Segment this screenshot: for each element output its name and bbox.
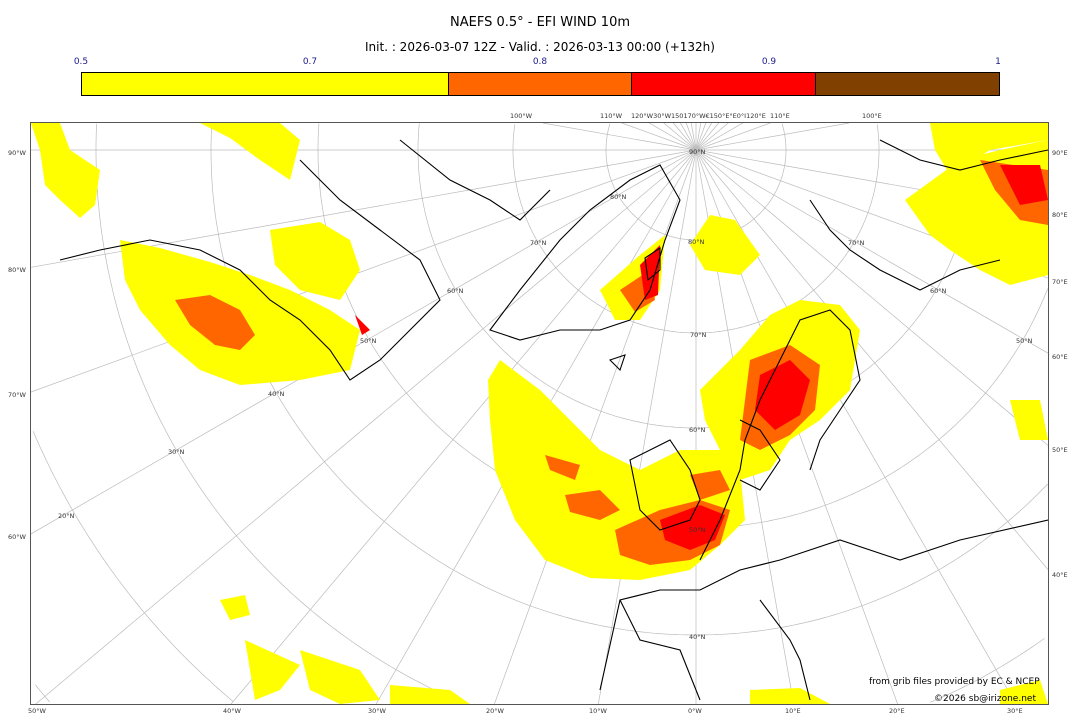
meridian-line — [685, 123, 697, 151]
latitude-circle — [512, 124, 880, 334]
latitude-circle — [35, 684, 50, 703]
bottom-axis-label: 20°E — [889, 707, 905, 715]
latitude-label: 50°N — [1016, 337, 1033, 345]
latitude-circle — [210, 124, 1048, 636]
map-canvas — [31, 123, 1048, 704]
copyright: ©2026 sb@irizone.net — [934, 694, 1036, 704]
colorbar — [81, 72, 1000, 96]
top-axis-label: 120°W30°W150170°W€150°E°E0°I120°E — [631, 112, 766, 120]
latitude-label: 20°N — [58, 512, 75, 520]
latitude-label: 40°N — [268, 390, 285, 398]
coastlines — [59, 139, 1048, 701]
meridian-line — [663, 123, 697, 151]
top-axis-label: 110°E — [770, 112, 790, 120]
bottom-axis-label: 50°W — [28, 707, 46, 715]
top-axis-label: 100°W — [510, 112, 533, 120]
latitude-label: 80°N — [610, 193, 627, 201]
meridian-line — [673, 123, 697, 151]
meridian-line — [695, 123, 707, 151]
map-panel: 90°N 80°N 80°N 70°N 70°N 70°N 60°N 60°N 60°N 50°N… — [30, 122, 1049, 705]
meridian-line — [695, 123, 729, 151]
efi-red-areas — [355, 165, 1048, 550]
colorbar-bin — [815, 73, 1000, 95]
meridian-line — [230, 149, 697, 704]
meridian-line — [597, 149, 697, 704]
right-axis-label: 80°E — [1052, 211, 1068, 219]
meridian-line — [690, 123, 697, 151]
chart-title: NAEFS 0.5° - EFI WIND 10m — [449, 15, 630, 30]
top-axis-label: 110°W — [600, 112, 623, 120]
meridian-line — [695, 149, 1048, 446]
latitude-circle — [95, 123, 1045, 703]
colorbar-bin — [82, 73, 449, 95]
colorbar-tick: 0.7 — [302, 57, 318, 67]
colorbar-bin — [448, 73, 633, 95]
latitude-label: 60°N — [930, 287, 947, 295]
meridian-line — [695, 123, 712, 151]
colorbar-tick: 0.8 — [532, 57, 548, 67]
right-axis-label: 40°E — [1052, 571, 1068, 579]
latitude-label: 60°N — [447, 287, 464, 295]
left-axis-label: 80°W — [8, 266, 26, 274]
meridian-line — [695, 123, 719, 151]
meridian-line — [621, 123, 697, 151]
latitude-label: 60°N — [689, 426, 706, 434]
meridian-line — [695, 123, 850, 151]
meridian-line — [695, 123, 743, 151]
right-axis-label: 50°E — [1052, 446, 1068, 454]
meridian-line — [695, 123, 702, 151]
right-axis-label: 70°E — [1052, 278, 1068, 286]
right-axis-label: 90°E — [1052, 149, 1068, 157]
latitude-label: 80°N — [688, 238, 705, 246]
meridian-line — [695, 149, 1048, 570]
meridian-line — [542, 123, 697, 151]
bottom-axis-label: 30°E — [1007, 707, 1023, 715]
bottom-axis-label: 10°W — [589, 707, 607, 715]
colorbar-tick: 0.5 — [73, 57, 89, 67]
meridian-line — [695, 123, 771, 151]
latitude-label: 30°N — [168, 448, 185, 456]
meridian-line — [649, 123, 697, 151]
left-axis-label: 60°W — [8, 533, 26, 541]
latitude-label: 70°N — [690, 331, 707, 339]
latitude-circle — [32, 431, 234, 702]
colorbar-tick: 0.9 — [761, 57, 777, 67]
bottom-axis-label: 20°W — [486, 707, 504, 715]
latitude-label: 50°N — [689, 526, 706, 534]
meridian-line — [31, 149, 697, 393]
meridian-line — [31, 149, 697, 535]
chart-subtitle: Init. : 2026-03-07 12Z - Valid. : 2026-0… — [365, 40, 715, 54]
colorbar-tick: 1 — [995, 57, 1001, 67]
right-axis-label: 60°E — [1052, 353, 1068, 361]
efi-yellow-areas — [31, 123, 1048, 704]
meridian-line — [680, 123, 697, 151]
bottom-axis-label: 30°W — [368, 707, 386, 715]
left-axis-label: 70°W — [8, 391, 26, 399]
latitude-label: 70°N — [848, 239, 865, 247]
data-credit: from grib files provided by EC & NCEP — [869, 677, 1040, 687]
left-axis-label: 90°W — [8, 149, 26, 157]
bottom-axis-label: 0°W — [688, 707, 702, 715]
latitude-label: 70°N — [530, 239, 547, 247]
meridian-line — [695, 149, 1048, 354]
latitude-label: 90°N — [689, 148, 706, 156]
colorbar-bin — [632, 73, 816, 95]
meridian-line — [35, 149, 697, 704]
bottom-axis-label: 40°W — [223, 707, 241, 715]
latitude-label: 40°N — [689, 633, 706, 641]
top-axis-label: 100°E — [862, 112, 882, 120]
bottom-axis-label: 10°E — [785, 707, 801, 715]
latitude-label: 50°N — [360, 337, 377, 345]
